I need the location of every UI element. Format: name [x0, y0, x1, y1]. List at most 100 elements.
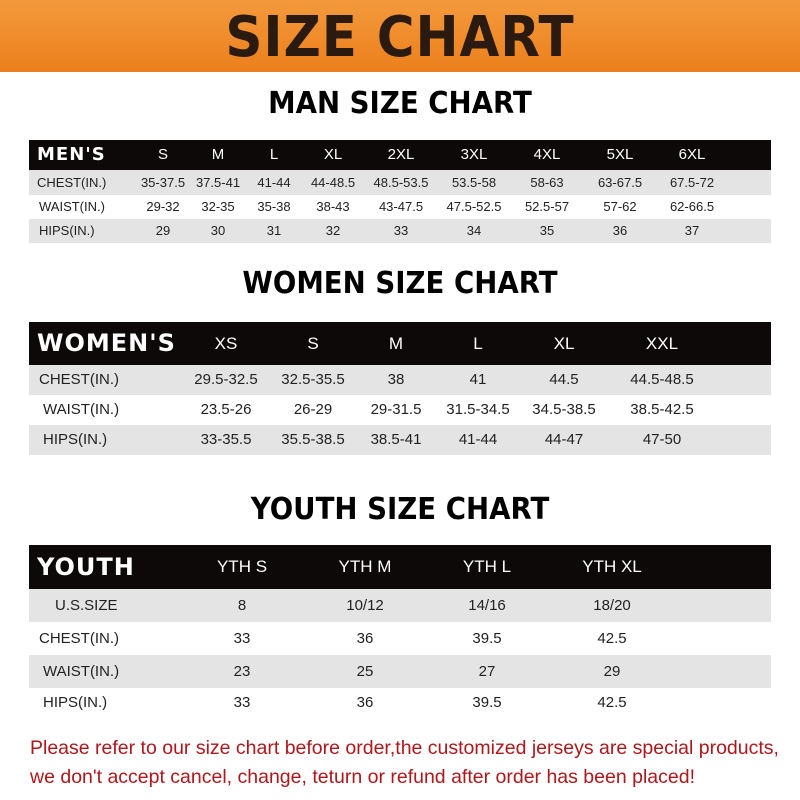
women-heading: WOMEN SIZE CHART	[242, 266, 558, 301]
table-row: U.S.SIZE 8 10/12 14/16 18/20	[29, 589, 771, 622]
size-header: 5XL	[606, 146, 634, 163]
size-value: 29-31.5	[370, 401, 422, 418]
size-value: 10/12	[346, 597, 384, 614]
table-row: WAIST(IN.) 29-32 32-35 35-38 38-43 43-47.5 47.…	[29, 195, 771, 219]
size-header: S	[157, 146, 169, 163]
header-row: WOMEN'S XS S M L XL XXL	[29, 322, 771, 365]
size-value: 29.5-32.5	[194, 371, 258, 388]
men-heading: MAN SIZE CHART	[268, 86, 532, 121]
size-header: 2XL	[387, 146, 415, 163]
size-header: YTH M	[338, 557, 392, 576]
size-header: 3XL	[460, 146, 488, 163]
size-value: 44.5	[549, 371, 579, 388]
size-value: 38-43	[316, 199, 350, 214]
row-label: CHEST(IN.)	[37, 175, 107, 190]
size-value: 48.5-53.5	[373, 175, 429, 190]
size-value: 29	[603, 663, 621, 680]
size-header: YTH S	[216, 557, 268, 576]
corner-label: YOUTH	[37, 553, 135, 581]
size-value: 42.5	[597, 694, 627, 711]
size-header: M	[388, 334, 404, 353]
row-label: WAIST(IN.)	[43, 401, 120, 418]
size-value: 52.5-57	[524, 199, 570, 214]
size-value: 47.5-52.5	[446, 199, 502, 214]
size-value: 38	[387, 371, 405, 388]
size-value: 8	[237, 597, 247, 614]
women-size-table: WOMEN'S XS S M L XL XXL CHEST(IN.) 29.5-32.5 32.5…	[29, 322, 771, 455]
size-value: 57-62	[603, 199, 637, 214]
table-row: HIPS(IN.) 33-35.5 35.5-38.5 38.5-41 41-44 44-…	[29, 425, 771, 455]
size-value: 35-38	[257, 199, 291, 214]
size-header: L	[473, 334, 483, 353]
size-value: 30	[210, 223, 226, 238]
size-value: 67.5-72	[669, 175, 715, 190]
table-row: CHEST(IN.) 33 36 39.5 42.5	[29, 622, 771, 655]
size-value: 41-44	[257, 175, 291, 190]
corner-label: WOMEN'S	[37, 329, 176, 357]
size-header: L	[269, 146, 279, 163]
size-value: 35-37.5	[140, 175, 186, 190]
row-label: WAIST(IN.)	[43, 663, 120, 680]
row-label: HIPS(IN.)	[39, 223, 95, 238]
table-row: HIPS(IN.) 33 36 39.5 42.5	[29, 688, 771, 718]
row-label: HIPS(IN.)	[43, 694, 108, 711]
page-title: SIZE CHART	[225, 5, 575, 70]
corner-label: MEN'S	[37, 144, 106, 165]
size-header: YTH L	[462, 557, 512, 576]
size-value: 35.5-38.5	[281, 431, 345, 448]
size-value: 33	[233, 630, 251, 647]
size-value: 34.5-38.5	[532, 401, 596, 418]
table-row: CHEST(IN.) 29.5-32.5 32.5-35.5 38 41 44.5 44.5…	[29, 365, 771, 395]
size-value: 44-48.5	[310, 175, 356, 190]
size-value: 41-44	[458, 431, 498, 448]
size-value: 23	[233, 663, 251, 680]
size-value: 39.5	[472, 694, 502, 711]
size-value: 42.5	[597, 630, 627, 647]
size-value: 38.5-42.5	[630, 401, 694, 418]
size-header: XXL	[645, 334, 679, 353]
size-value: 33-35.5	[200, 431, 252, 448]
size-header: XL	[323, 146, 343, 163]
size-value: 29-32	[146, 199, 180, 214]
size-value: 32-35	[201, 199, 235, 214]
size-value: 14/16	[468, 597, 506, 614]
size-value: 36	[612, 223, 628, 238]
size-value: 31	[266, 223, 282, 238]
row-label: CHEST(IN.)	[39, 630, 119, 647]
size-value: 44-47	[544, 431, 584, 448]
size-header: YTH XL	[582, 557, 642, 576]
size-header: M	[211, 146, 225, 163]
table-row: HIPS(IN.) 29 30 31 32 33 34 35 36 37	[29, 219, 771, 243]
size-value: 26-29	[293, 401, 333, 418]
row-label: U.S.SIZE	[55, 597, 118, 614]
size-value: 29	[155, 223, 171, 238]
size-value: 23.5-26	[200, 401, 252, 418]
size-value: 44.5-48.5	[630, 371, 694, 388]
table-row: WAIST(IN.) 23 25 27 29	[29, 655, 771, 688]
size-value: 27	[478, 663, 496, 680]
size-value: 53.5-58	[451, 175, 497, 190]
size-value: 36	[356, 630, 374, 647]
row-label: CHEST(IN.)	[39, 371, 119, 388]
size-value: 34	[466, 223, 482, 238]
youth-heading: YOUTH SIZE CHART	[250, 492, 550, 527]
size-value: 33	[233, 694, 251, 711]
size-value: 25	[356, 663, 374, 680]
size-value: 63-67.5	[597, 175, 643, 190]
size-header: XS	[214, 334, 238, 353]
size-header: 4XL	[533, 146, 561, 163]
table-row: WAIST(IN.) 23.5-26 26-29 29-31.5 31.5-34.5 34…	[29, 395, 771, 425]
size-value: 36	[356, 694, 374, 711]
size-value: 47-50	[642, 431, 682, 448]
size-value: 41	[469, 371, 487, 388]
size-value: 58-63	[530, 175, 564, 190]
size-value: 37	[684, 223, 700, 238]
size-value: 33	[393, 223, 409, 238]
size-value: 32.5-35.5	[281, 371, 345, 388]
size-header: XL	[553, 334, 575, 353]
size-value: 31.5-34.5	[446, 401, 510, 418]
size-value: 38.5-41	[370, 431, 422, 448]
youth-size-table: YOUTH YTH S YTH M YTH L YTH XL U.S.SIZE 8 10/12…	[29, 545, 771, 718]
size-value: 18/20	[593, 597, 631, 614]
header-row: MEN'S S M L XL 2XL 3XL 4XL 5XL 6XL	[29, 140, 771, 170]
